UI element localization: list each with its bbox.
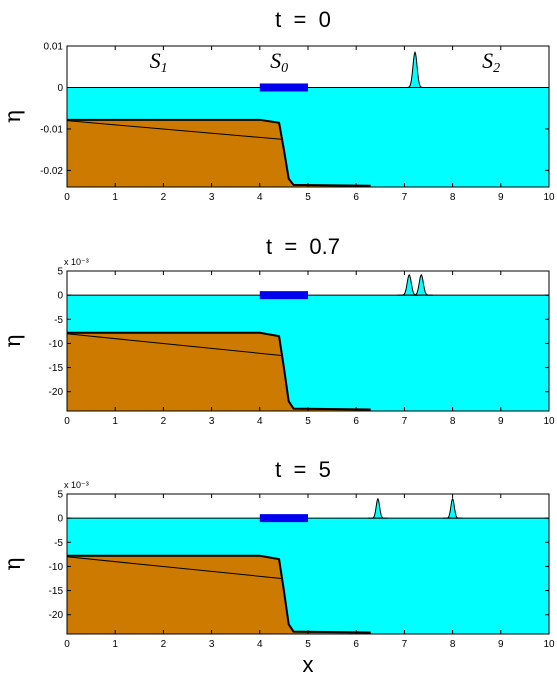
y-tick-label: -5 [54,538,63,549]
y-tick-label: -20 [49,610,64,621]
slope-line [66,333,282,356]
x-tick-label: 7 [402,416,408,427]
y-tick-label: 0.01 [44,42,64,53]
x-tick-label: 10 [543,416,555,427]
sediment-region [67,332,371,411]
x-tick-label: 3 [209,192,215,203]
y-multiplier-label: x 10⁻³ [64,257,89,267]
x-tick-label: 3 [209,639,215,650]
y-tick-label: -10 [49,562,64,573]
x-axis-label: x [303,652,314,677]
x-tick-label: 1 [112,192,118,203]
x-tick-label: 4 [257,416,263,427]
x-tick-label: 8 [450,416,456,427]
panel-3: 0 1 2 3 4 5 6 7 8 9 10 5 0 -5 -10 -15 -20 x 10⁻³ t = 5 η x [1,457,555,677]
region-label-s0: S0 [270,48,288,76]
x-tick-label: 1 [112,416,118,427]
x-tick-label: 1 [112,639,118,650]
x-tick-label: 6 [353,416,359,427]
y-tick-label: 0 [57,514,63,525]
x-tick-label: 10 [543,192,555,203]
y-tick-label: 5 [57,267,63,278]
panel-title: t = 5 [275,457,331,482]
x-tick-label: 2 [161,416,167,427]
sediment-top-line [67,118,371,187]
y-tick-label: -0.01 [40,124,63,135]
slope-line [66,120,282,140]
x-tick-label: 2 [161,639,167,650]
sediment-top-line [67,331,371,411]
sediment-region [67,119,371,187]
x-tick-label: 8 [450,639,456,650]
panel-title: t = 0 [275,7,331,32]
sediment-region [67,555,371,634]
y-tick-label: -0.02 [40,166,63,177]
y-tick-label: 5 [57,490,63,501]
x-tick-label: 5 [305,192,311,203]
x-tick-label: 9 [498,639,504,650]
y-axis-label: η [1,557,26,570]
source-bar [259,83,308,92]
x-tick-label: 3 [209,416,215,427]
region-label-s1: S1 [150,48,168,76]
x-tick-label: 5 [305,416,311,427]
panel-title: t = 0.7 [266,234,340,259]
x-tick-label: 4 [257,192,263,203]
y-tick-label: -15 [49,586,64,597]
x-tick-label: 8 [450,192,456,203]
x-tick-label: 5 [305,639,311,650]
x-tick-label: 6 [353,192,359,203]
y-axis-label: η [1,110,26,123]
y-tick-label: 0 [57,83,63,94]
x-tick-label: 10 [543,639,555,650]
x-tick-label: 7 [402,639,408,650]
y-tick-label: -5 [54,315,63,326]
y-tick-label: 0 [57,291,63,302]
y-tick-label: -15 [49,363,64,374]
x-tick-label: 6 [353,639,359,650]
x-tick-label: 0 [64,639,70,650]
panel-2: 0 1 2 3 4 5 6 7 8 9 10 5 0 -5 -10 -15 -20 x 10⁻³ t = 0.7 η [1,234,555,427]
x-tick-label: 9 [498,416,504,427]
y-tick-label: -20 [49,387,64,398]
y-tick-label: -10 [49,339,64,350]
x-tick-label: 2 [161,192,167,203]
x-tick-label: 7 [402,192,408,203]
x-tick-label: 0 [64,192,70,203]
x-tick-label: 4 [257,639,263,650]
x-tick-label: 0 [64,416,70,427]
slope-line [66,556,282,579]
x-tick-label: 9 [498,192,504,203]
source-bar [259,514,308,523]
region-label-s2: S2 [482,48,500,76]
panel-1: S1 S0 S2 0 1 2 3 4 5 6 7 8 9 10 0.01 0 -0.01 -0.02 t = 0 η [1,7,555,203]
sediment-top-line [67,554,371,634]
source-bar [259,291,308,300]
y-multiplier-label: x 10⁻³ [64,480,89,490]
y-axis-label: η [1,334,26,347]
